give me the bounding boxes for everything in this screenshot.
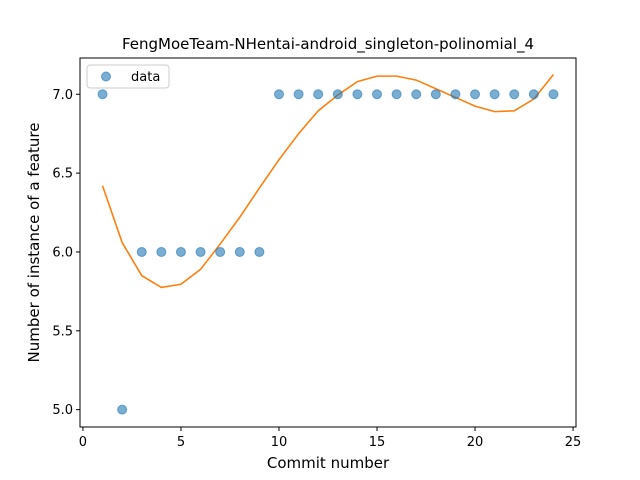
y-tick-label: 5.0	[52, 403, 73, 418]
data-point	[391, 89, 402, 100]
data-point	[332, 89, 343, 100]
x-tick-label: 10	[271, 435, 288, 450]
plot-area	[79, 57, 577, 428]
data-point	[430, 89, 441, 100]
legend-label: data	[131, 70, 160, 85]
data-point	[528, 89, 539, 100]
data-point	[136, 246, 147, 257]
data-point	[352, 89, 363, 100]
data-point	[411, 89, 422, 100]
chart-title: FengMoeTeam-NHentai-android_singleton-po…	[122, 35, 534, 54]
x-tick-label: 5	[177, 435, 185, 450]
x-tick-label: 0	[79, 435, 87, 450]
y-axis-label: Number of instance of a feature	[25, 123, 43, 363]
y-tick-label: 7.0	[52, 88, 73, 103]
data-point	[273, 89, 284, 100]
data-point	[215, 246, 226, 257]
data-point	[470, 89, 481, 100]
legend: data	[86, 64, 170, 89]
y-tick-label: 6.5	[52, 167, 73, 182]
x-tick-label: 25	[565, 435, 582, 450]
x-tick-label: 15	[369, 435, 386, 450]
data-point	[97, 89, 108, 100]
legend-box	[86, 64, 170, 89]
y-tick-label: 5.5	[52, 324, 73, 339]
x-axis-label: Commit number	[267, 454, 390, 472]
data-point	[117, 404, 128, 415]
data-point	[156, 246, 167, 257]
data-point	[195, 246, 206, 257]
fit-line	[101, 74, 555, 289]
data-point	[548, 89, 559, 100]
y-tick-label: 6.0	[52, 245, 73, 260]
data-point	[509, 89, 520, 100]
data-point	[313, 89, 324, 100]
data-point	[450, 89, 461, 100]
data-point	[234, 246, 245, 257]
legend-marker	[101, 71, 111, 82]
data-point	[489, 89, 500, 100]
data-point	[175, 246, 186, 257]
data-point	[293, 89, 304, 100]
data-point	[372, 89, 383, 100]
x-tick-label: 20	[467, 435, 484, 450]
data-point	[254, 246, 265, 257]
